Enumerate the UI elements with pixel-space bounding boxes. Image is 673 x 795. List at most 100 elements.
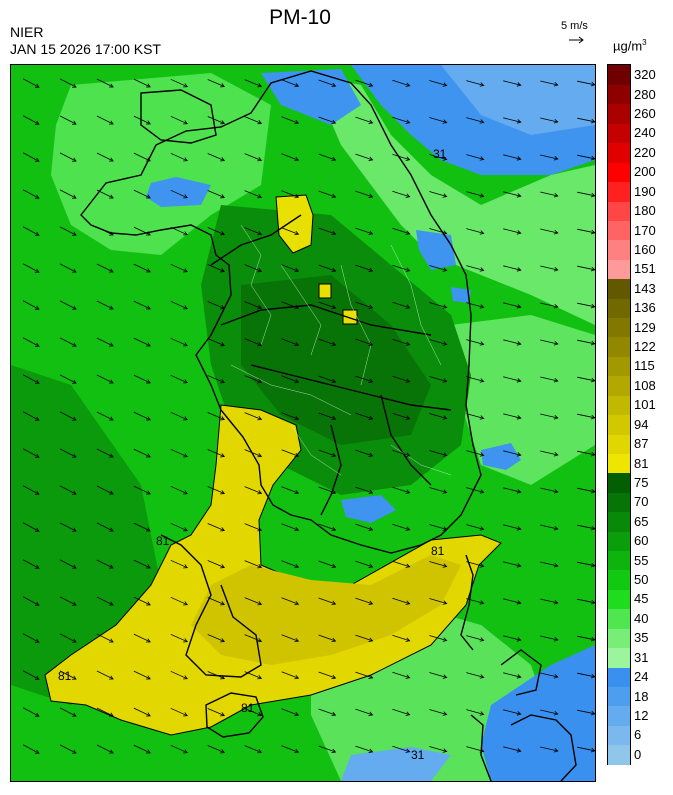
wind-vector xyxy=(392,523,410,531)
wind-vector xyxy=(503,117,521,123)
wind-vector xyxy=(540,339,558,345)
wind-vector xyxy=(318,560,336,568)
wind-vector-head xyxy=(109,453,114,458)
wind-vector-head xyxy=(34,675,40,680)
wind-vector-head xyxy=(479,378,485,383)
wind-reference-label: 5 m/s xyxy=(561,20,588,32)
field-light-green-north xyxy=(311,75,595,325)
wind-vector xyxy=(318,486,336,494)
wind-vector xyxy=(244,412,262,420)
wind-vector-head xyxy=(479,267,485,272)
wind-vector xyxy=(355,116,373,124)
wind-vector-head xyxy=(34,638,40,643)
color-swatch xyxy=(608,356,630,377)
wind-vector xyxy=(59,596,77,606)
wind-vector xyxy=(281,560,299,568)
wind-vector-head xyxy=(71,416,77,421)
wind-vector-head xyxy=(442,304,448,309)
wind-vector-head xyxy=(553,193,559,198)
color-swatch xyxy=(608,608,630,629)
wind-vector xyxy=(577,746,595,752)
wind-vector-head xyxy=(331,267,337,273)
wind-vector xyxy=(577,450,595,456)
wind-vector xyxy=(355,597,373,605)
wind-vector xyxy=(96,78,114,88)
wind-vector xyxy=(577,524,595,530)
wind-vector-head xyxy=(368,230,374,235)
color-swatch xyxy=(608,705,630,726)
wind-vector xyxy=(392,634,410,642)
wind-vector xyxy=(244,708,262,716)
wind-vector-head xyxy=(146,305,151,310)
wind-vector xyxy=(503,302,521,308)
wind-vector-head xyxy=(109,157,114,162)
wind-vector xyxy=(22,744,40,754)
wind-vector-head xyxy=(331,711,337,717)
wind-vector xyxy=(429,80,447,86)
wind-vector-head xyxy=(590,636,595,642)
wind-vector-head xyxy=(368,637,374,642)
forecast-datetime: JAN 15 2026 17:00 KST xyxy=(10,41,161,57)
wind-vector-head xyxy=(331,304,337,310)
wind-vector-head xyxy=(183,379,188,384)
wind-vector xyxy=(503,524,521,530)
wind-vector xyxy=(355,153,373,161)
wind-vector-head xyxy=(71,83,77,88)
wind-vector-head xyxy=(146,749,151,754)
wind-vector-head xyxy=(516,82,522,87)
wind-vector-head xyxy=(294,304,300,310)
wind-vector xyxy=(133,670,151,680)
wind-vector xyxy=(170,300,188,310)
wind-vector xyxy=(466,228,484,234)
wind-vector-head xyxy=(183,490,188,495)
wind-vector xyxy=(22,448,40,458)
wind-vector-head xyxy=(405,304,411,309)
wind-vector-head xyxy=(109,490,114,495)
wind-vector-head xyxy=(294,489,300,495)
wind-vector xyxy=(392,745,410,753)
wind-vector xyxy=(392,671,410,679)
wind-vector xyxy=(207,301,225,309)
wind-vector-head xyxy=(516,452,522,457)
wind-vector xyxy=(318,449,336,457)
wind-vector-head xyxy=(71,120,77,125)
wind-vector xyxy=(170,744,188,754)
wind-vector xyxy=(22,707,40,717)
wind-vector-head xyxy=(183,83,188,88)
wind-vector xyxy=(133,411,151,421)
wind-vector-head xyxy=(294,748,300,754)
wind-vector-head xyxy=(442,415,448,420)
wind-vector xyxy=(207,338,225,346)
wind-vector xyxy=(207,486,225,494)
wind-vector xyxy=(577,709,595,715)
wind-vector xyxy=(244,264,262,272)
wind-vector-head xyxy=(590,710,595,716)
contour-label: 81 xyxy=(156,534,170,548)
wind-vector-head xyxy=(516,526,522,531)
wind-vector-head xyxy=(71,231,77,236)
wind-vector xyxy=(133,189,151,199)
wind-vector xyxy=(466,709,484,715)
wind-vector xyxy=(429,450,447,456)
wind-vector xyxy=(429,709,447,715)
wind-vector xyxy=(355,301,373,309)
wind-vector-head xyxy=(442,267,448,272)
wind-vector xyxy=(466,80,484,86)
wind-vector-head xyxy=(146,379,151,384)
wind-vector-head xyxy=(368,526,374,531)
wind-vector xyxy=(503,709,521,715)
wind-vector xyxy=(244,745,262,753)
wind-vector xyxy=(577,80,595,86)
wind-vector-head xyxy=(183,527,188,532)
wind-vector-head xyxy=(331,119,337,125)
wind-vector-head xyxy=(553,489,559,494)
wind-vector xyxy=(355,745,373,753)
wind-vector-head xyxy=(71,268,77,273)
map-title: PM-10 xyxy=(269,6,331,29)
wind-vector-head xyxy=(442,378,448,383)
wind-vector-head xyxy=(368,711,374,716)
wind-vector xyxy=(59,411,77,421)
wind-vector xyxy=(577,672,595,678)
wind-vector-head xyxy=(553,230,559,235)
wind-vector-head xyxy=(479,526,485,531)
